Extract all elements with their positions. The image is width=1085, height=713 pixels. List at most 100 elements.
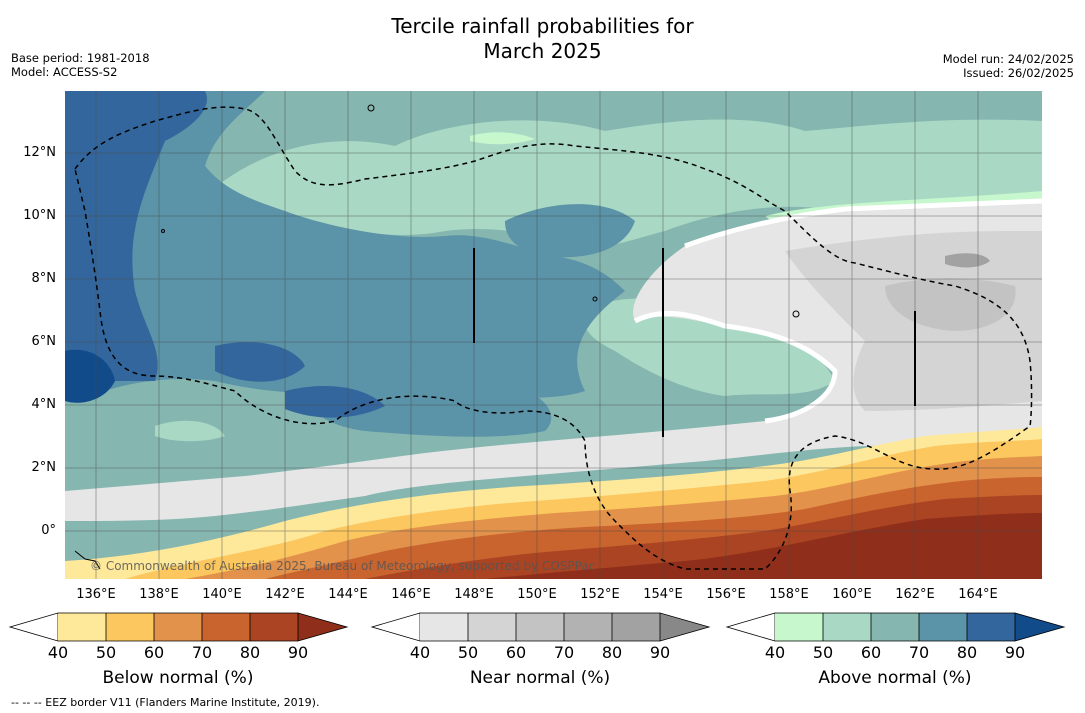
colorbar-near-swatch-2 (468, 613, 516, 641)
lat-label-2n: 2°N (31, 460, 57, 475)
colorbar-below-swatch-4 (202, 613, 250, 641)
colorbar-above-title: Above normal (%) (818, 668, 972, 688)
probability-map (65, 91, 1042, 579)
lon-label-144e: 144°E (328, 587, 368, 602)
lon-label-162e: 162°E (895, 587, 935, 602)
above-50-zone-south (155, 420, 225, 442)
boundary-line-1 (633, 310, 838, 424)
colorbar-above-swatch-1 (775, 613, 823, 641)
colorbar-above-tick: 90 (1004, 643, 1026, 662)
lon-label-160e: 160°E (832, 587, 872, 602)
boundary-line-2 (684, 198, 1042, 249)
colorbar-above-swatch-3 (871, 613, 919, 641)
issued-text: Issued: 26/02/2025 (963, 66, 1074, 80)
lat-label-6n: 6°N (31, 334, 57, 349)
colorbar-near-tick: 70 (553, 643, 575, 662)
above-80-patch (215, 342, 305, 382)
near-80-patch (945, 253, 990, 268)
lon-label-152e: 152°E (580, 587, 620, 602)
colorbar-above-tick: 50 (812, 643, 834, 662)
lon-label-158e: 158°E (769, 587, 809, 602)
colorbar-near-swatch-1 (420, 613, 468, 641)
lat-label-8n: 8°N (31, 271, 57, 286)
colorbar-above-min-arrow (725, 612, 776, 642)
lon-label-140e: 140°E (202, 587, 242, 602)
colorbar-above-swatch-4 (919, 613, 967, 641)
title-line-2: March 2025 (483, 39, 602, 63)
colorbar-near-tick: 40 (409, 643, 431, 662)
lon-label-138e: 138°E (139, 587, 179, 602)
colorbar-near-tick: 50 (457, 643, 479, 662)
colorbar-above-swatch-2 (823, 613, 871, 641)
near-60-zone (885, 278, 1016, 331)
above-80-zone-west (65, 91, 207, 381)
colorbar-near-min-arrow (370, 612, 421, 642)
lon-label-148e: 148°E (454, 587, 494, 602)
colorbar-above-tick: 40 (764, 643, 786, 662)
copyright-notice: © Commonwealth of Australia 2025, Bureau… (90, 559, 596, 573)
above-70-zone-west (65, 91, 625, 403)
meta-right: Model run: 24/02/2025 Issued: 26/02/2025 (943, 52, 1074, 80)
model-text: Model: ACCESS-S2 (11, 65, 118, 79)
colorbar-below-tick: 50 (95, 643, 117, 662)
lon-label-136e: 136°E (76, 587, 116, 602)
colorbar-near-swatch-3 (516, 613, 564, 641)
colorbar-near-title: Near normal (%) (469, 668, 611, 688)
lon-label-164e: 164°E (958, 587, 998, 602)
colorbar-below-tick: 90 (287, 643, 309, 662)
map-svg (65, 91, 1042, 579)
colorbar-near-tick: 80 (601, 643, 623, 662)
eez-border-main (74, 106, 1033, 570)
meta-left: Base period: 1981-2018 Model: ACCESS-S2 (11, 51, 150, 79)
colorbar-below-title: Below normal (%) (102, 668, 254, 688)
lat-label-12n: 12°N (23, 145, 56, 160)
graticule (65, 91, 1042, 579)
marker-lines (473, 248, 916, 437)
colorbar-below-tick: 70 (191, 643, 213, 662)
colorbar-above-swatch-5 (967, 613, 1015, 641)
colorbar-near-max-arrow (659, 612, 711, 642)
colorbar-near-swatch-5 (612, 613, 660, 641)
above-70-zone-midsouth (308, 367, 552, 437)
lat-label-4n: 4°N (31, 397, 57, 412)
eez-footnote: -- -- -- EEZ border V11 (Flanders Marine… (11, 696, 320, 709)
base-period-text: Base period: 1981-2018 (11, 51, 150, 65)
colorbar-above-max-arrow (1014, 612, 1066, 642)
colorbar-below-tick: 80 (239, 643, 261, 662)
colorbar-below-max-arrow (297, 612, 349, 642)
colorbar-below-min-arrow (8, 612, 59, 642)
colorbar-below-swatch-2 (106, 613, 154, 641)
colorbar-above-tick: 60 (860, 643, 882, 662)
lat-label-0: 0° (41, 523, 56, 538)
colorbar-near-normal (370, 612, 711, 642)
above-90-zone (65, 349, 115, 403)
lon-label-150e: 150°E (517, 587, 557, 602)
above-50-zone-center (584, 298, 835, 396)
chart-title: Tercile rainfall probabilities for March… (0, 14, 1085, 64)
lat-label-10n: 10°N (23, 208, 56, 223)
near-40-zone (65, 201, 1042, 521)
eez-borders (74, 106, 1033, 570)
above-80-patch-2 (285, 386, 385, 418)
colorbar-below-tick: 60 (143, 643, 165, 662)
colorbar-near-tick: 90 (649, 643, 671, 662)
below-90-band (485, 513, 1042, 579)
lon-label-146e: 146°E (391, 587, 431, 602)
model-run-text: Model run: 24/02/2025 (942, 52, 1074, 66)
colorbar-near-swatch-4 (564, 613, 612, 641)
colorbar-near-tick: 60 (505, 643, 527, 662)
lon-label-156e: 156°E (706, 587, 746, 602)
title-line-1: Tercile rainfall probabilities for (391, 14, 694, 38)
lon-label-154e: 154°E (643, 587, 683, 602)
lon-label-142e: 142°E (265, 587, 305, 602)
colorbar-above-tick: 70 (908, 643, 930, 662)
colorbar-below-swatch-5 (250, 613, 298, 641)
colorbar-below-swatch-3 (154, 613, 202, 641)
colorbar-below-normal (8, 612, 349, 642)
above-50-zone-north (205, 119, 1042, 248)
above-40-patch (470, 132, 535, 145)
colorbar-below-swatch-1 (58, 613, 106, 641)
islands (74, 104, 800, 570)
colorbar-above-tick: 80 (956, 643, 978, 662)
colorbar-below-tick: 40 (47, 643, 69, 662)
